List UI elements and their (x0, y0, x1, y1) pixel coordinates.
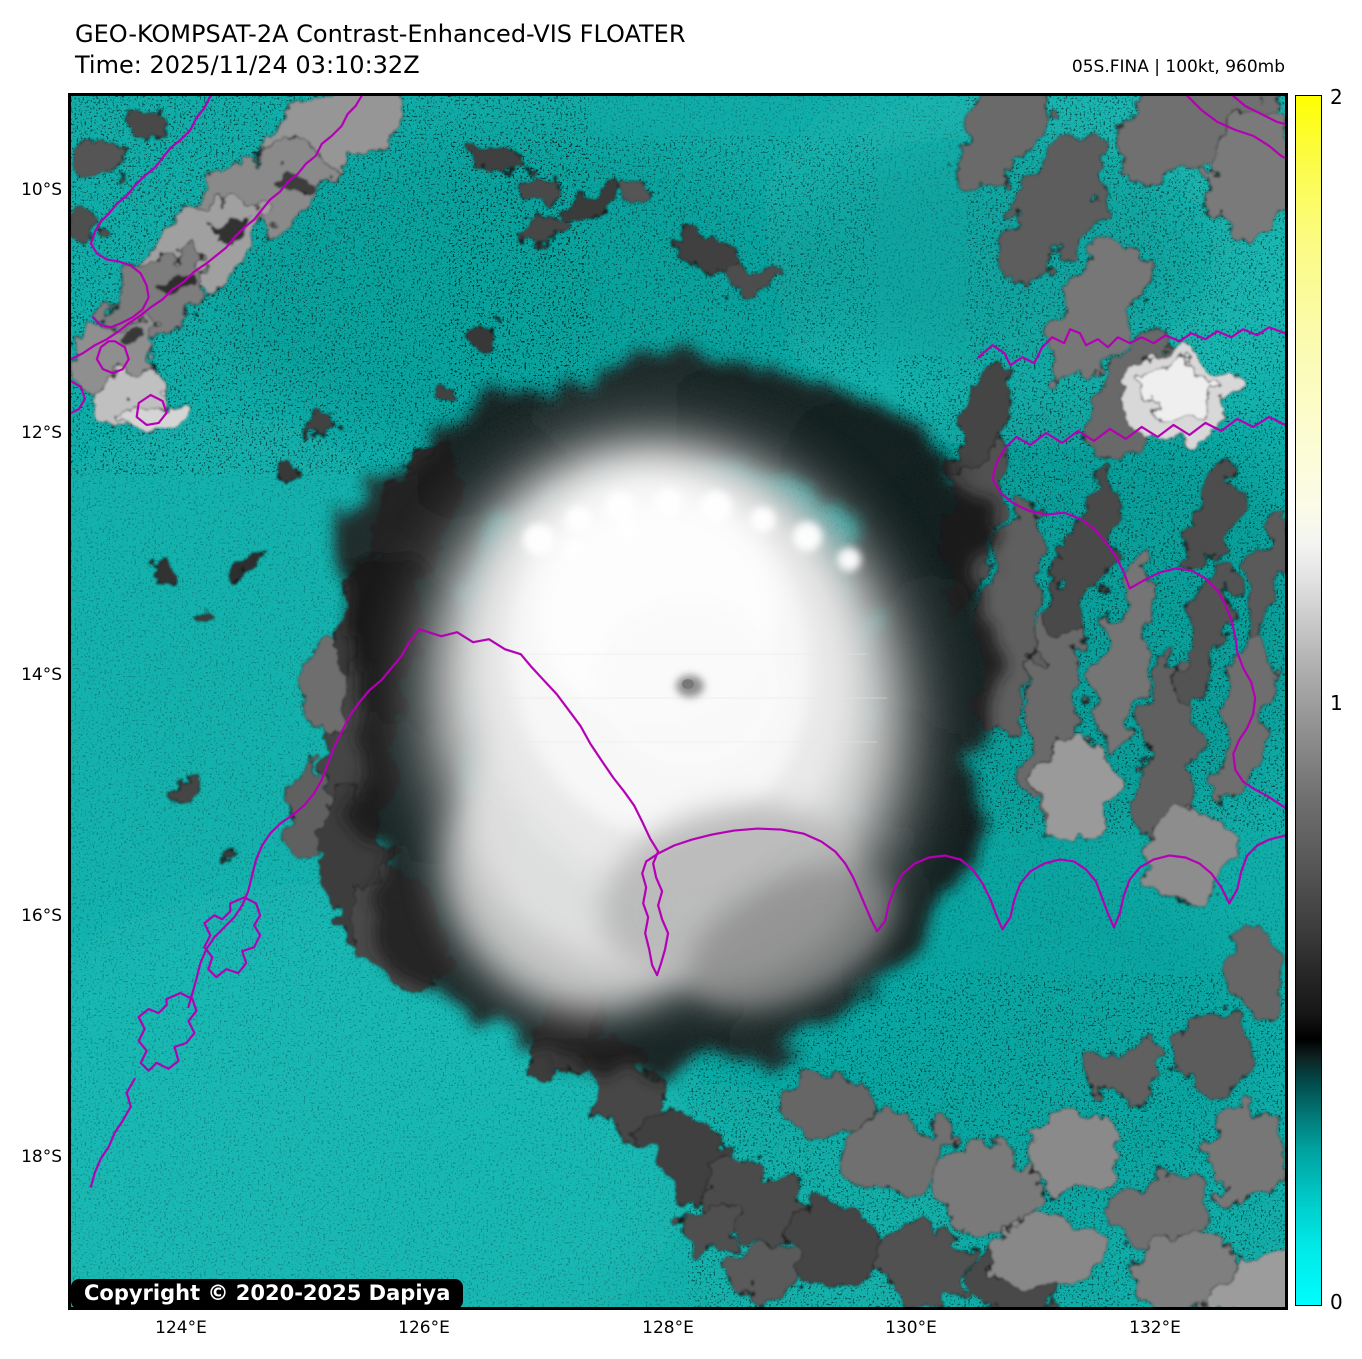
satellite-image (71, 96, 1285, 1307)
coastline-islet-3 (135, 393, 168, 427)
colorbar-tick-2: 2 (1330, 85, 1343, 109)
coastline-island-west-1 (203, 896, 262, 979)
storm-info-label: 05S.FINA | 100kt, 960mb (1071, 57, 1285, 77)
coastlines (71, 96, 1285, 1188)
coastline-timor-north (89, 96, 212, 329)
coastline-island-west-3 (89, 1077, 136, 1188)
copyright-badge: Copyright © 2020-2025 Dapiya (71, 1279, 464, 1309)
lon-tick-124e: 124°E (155, 1318, 207, 1338)
colorbar-tick-1: 1 (1330, 691, 1343, 715)
coastline-australia-north (977, 326, 1285, 367)
coastline-timor-south (71, 96, 363, 361)
lat-tick-16s: 16°S (21, 906, 62, 926)
lon-tick-132e: 132°E (1129, 1318, 1181, 1338)
plot-title: GEO-KOMPSAT-2A Contrast-Enhanced-VIS FLO… (75, 19, 686, 81)
lon-tick-130e: 130°E (885, 1318, 937, 1338)
coastline-islet-1 (95, 340, 130, 375)
coastline-kimberley-west (187, 628, 421, 1009)
coastline-australia-main (418, 628, 1285, 977)
cyclone-cdo (417, 431, 919, 1014)
lat-tick-10s: 10°S (21, 180, 62, 200)
lon-tick-128e: 128°E (642, 1318, 694, 1338)
coastline-islet-2 (71, 379, 87, 415)
coastline-island-west-2 (137, 991, 198, 1072)
coastline-ne-corner-2 (1232, 96, 1285, 126)
lat-tick-12s: 12°S (21, 423, 62, 443)
title-line: GEO-KOMPSAT-2A Contrast-Enhanced-VIS FLO… (75, 20, 686, 48)
colorbar-tick-0: 0 (1330, 1290, 1343, 1314)
satellite-image-frame (68, 93, 1288, 1310)
cyclone-eye (676, 675, 704, 698)
lat-tick-14s: 14°S (21, 665, 62, 685)
time-line: Time: 2025/11/24 03:10:32Z (75, 51, 420, 79)
lon-tick-126e: 126°E (398, 1318, 450, 1338)
coastline-australia-gulf (991, 415, 1285, 809)
lat-tick-18s: 18°S (21, 1147, 62, 1167)
colorbar (1295, 95, 1322, 1306)
coastline-ne-corner-1 (1186, 96, 1285, 159)
